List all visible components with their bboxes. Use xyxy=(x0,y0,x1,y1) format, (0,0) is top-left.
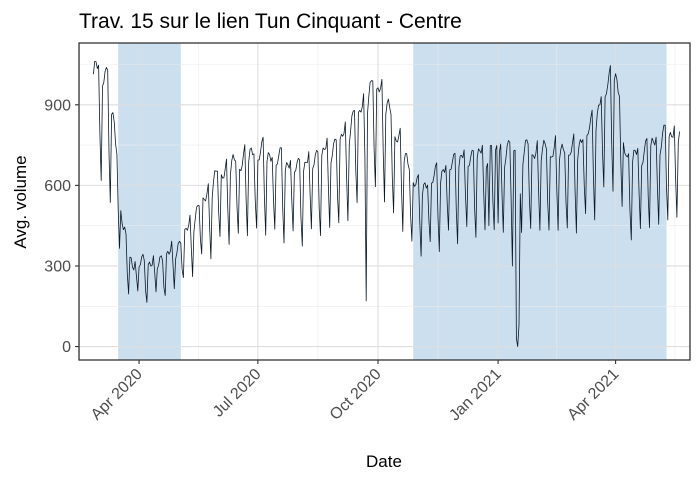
chart-title: Trav. 15 sur le lien Tun Cinquant - Cent… xyxy=(79,10,462,33)
x-axis-title: Date xyxy=(366,452,402,471)
y-tick-label: 300 xyxy=(44,258,71,275)
shaded-period-1 xyxy=(118,43,181,360)
series-line-1 xyxy=(93,61,680,348)
y-tick-label: 900 xyxy=(44,97,71,114)
x-tick-label: Apr 2021 xyxy=(564,366,622,424)
panel-border xyxy=(78,42,691,361)
x-tick-label: Oct 2020 xyxy=(327,366,385,424)
y-tick-label: 0 xyxy=(62,339,71,356)
x-tick-label: Jan 2021 xyxy=(446,366,505,425)
y-tick-label: 600 xyxy=(44,178,71,195)
x-tick-label: Apr 2020 xyxy=(88,366,146,424)
shaded-period-2 xyxy=(413,43,667,360)
grid xyxy=(79,43,690,360)
x-tick-label: Jul 2020 xyxy=(210,366,265,421)
shaded-periods xyxy=(118,43,667,360)
series-layer xyxy=(93,61,680,348)
y-axis-title: Avg. volume xyxy=(11,155,30,248)
